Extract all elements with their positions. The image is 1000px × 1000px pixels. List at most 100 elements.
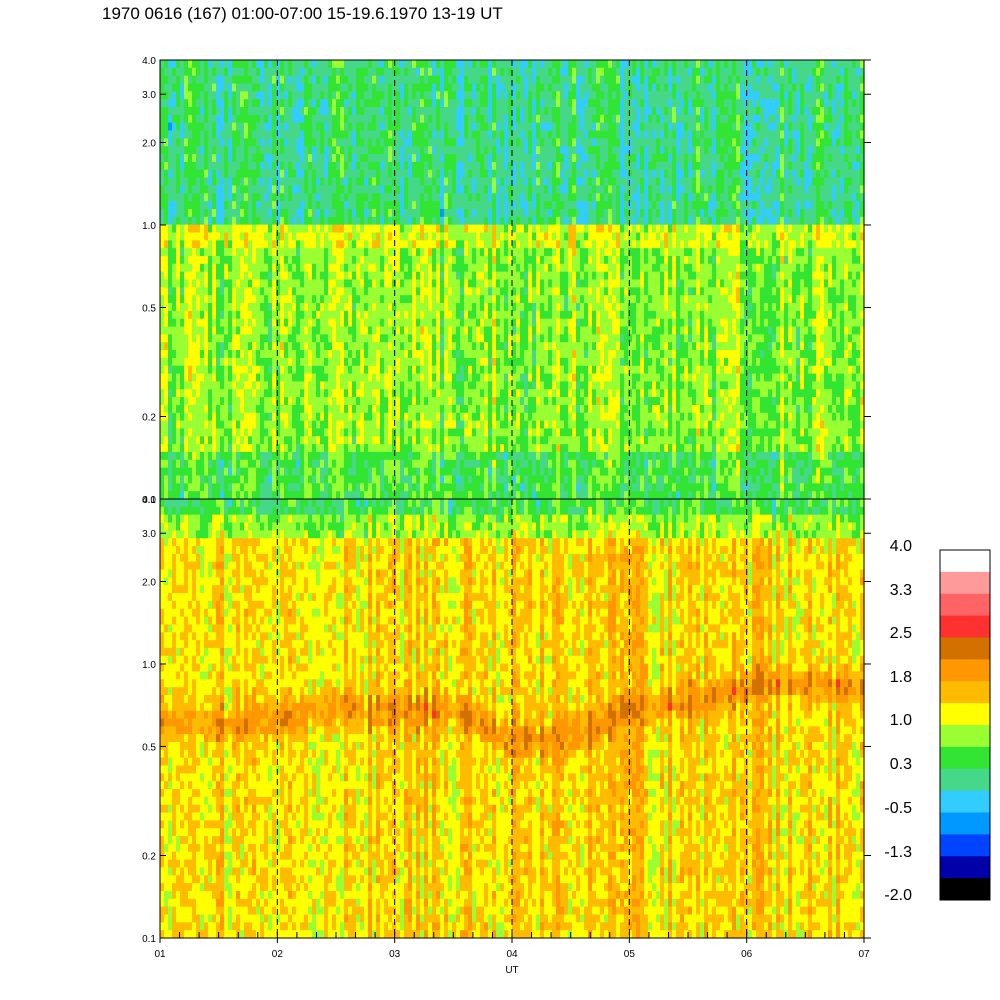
heatmap-cell xyxy=(324,178,329,186)
heatmap-cell xyxy=(164,240,169,248)
heatmap-cell xyxy=(352,162,357,170)
heatmap-cell xyxy=(472,91,477,99)
heatmap-cell xyxy=(272,303,277,311)
heatmap-cell xyxy=(164,436,169,444)
heatmap-cell xyxy=(252,123,257,131)
heatmap-cell xyxy=(476,84,481,92)
heatmap-cell xyxy=(160,475,165,483)
heatmap-cell xyxy=(404,405,409,413)
heatmap-cell xyxy=(404,146,409,154)
heatmap-cell xyxy=(320,460,325,468)
heatmap-cell xyxy=(248,232,253,240)
heatmap-cell xyxy=(228,444,233,452)
heatmap-cell xyxy=(168,491,173,499)
heatmap-cell xyxy=(204,303,209,311)
heatmap-cell xyxy=(304,280,309,288)
heatmap-cell xyxy=(184,475,189,483)
heatmap-cell xyxy=(160,256,165,264)
heatmap-cell xyxy=(480,287,485,295)
heatmap-cell xyxy=(432,366,437,374)
heatmap-cell xyxy=(436,178,441,186)
heatmap-cell xyxy=(396,256,401,264)
heatmap-cell xyxy=(284,444,289,452)
heatmap-cell xyxy=(332,170,337,178)
heatmap-cell xyxy=(376,303,381,311)
heatmap-cell xyxy=(324,217,329,225)
heatmap-cell xyxy=(324,154,329,162)
heatmap-cell xyxy=(484,84,489,92)
heatmap-cell xyxy=(404,413,409,421)
heatmap-cell xyxy=(240,178,245,186)
heatmap-cell xyxy=(512,201,517,209)
heatmap-cell xyxy=(228,421,233,429)
heatmap-cell xyxy=(228,68,233,76)
heatmap-cell xyxy=(408,311,413,319)
heatmap-cell xyxy=(304,428,309,436)
heatmap-cell xyxy=(256,358,261,366)
heatmap-cell xyxy=(372,240,377,248)
heatmap-cell xyxy=(356,413,361,421)
heatmap-cell xyxy=(284,225,289,233)
heatmap-cell xyxy=(300,178,305,186)
heatmap-cell xyxy=(316,154,321,162)
heatmap-cell xyxy=(448,201,453,209)
heatmap-cell xyxy=(248,358,253,366)
heatmap-cell xyxy=(244,264,249,272)
heatmap-cell xyxy=(488,201,493,209)
heatmap-cell xyxy=(220,460,225,468)
heatmap-cell xyxy=(292,350,297,358)
heatmap-cell xyxy=(316,374,321,382)
heatmap-cell xyxy=(424,68,429,76)
heatmap-cell xyxy=(264,225,269,233)
heatmap-cell xyxy=(476,264,481,272)
heatmap-cell xyxy=(172,342,177,350)
heatmap-cell xyxy=(316,68,321,76)
heatmap-cell xyxy=(504,68,509,76)
heatmap-cell xyxy=(320,146,325,154)
heatmap-cell xyxy=(212,209,217,217)
heatmap-cell xyxy=(332,185,337,193)
heatmap-cell xyxy=(172,248,177,256)
heatmap-cell xyxy=(248,311,253,319)
heatmap-cell xyxy=(384,342,389,350)
heatmap-cell xyxy=(404,115,409,123)
heatmap-cell xyxy=(352,303,357,311)
heatmap-cell xyxy=(268,131,273,139)
heatmap-cell xyxy=(296,280,301,288)
heatmap-cell xyxy=(184,444,189,452)
heatmap-cell xyxy=(164,295,169,303)
heatmap-cell xyxy=(408,295,413,303)
heatmap-cell xyxy=(316,115,321,123)
heatmap-cell xyxy=(268,162,273,170)
heatmap-cell xyxy=(460,170,465,178)
heatmap-cell xyxy=(448,146,453,154)
heatmap-cell xyxy=(328,138,333,146)
heatmap-cell xyxy=(456,91,461,99)
heatmap-cell xyxy=(428,68,433,76)
heatmap-cell xyxy=(400,366,405,374)
heatmap-cell xyxy=(476,115,481,123)
heatmap-cell xyxy=(164,468,169,476)
heatmap-cell xyxy=(432,193,437,201)
heatmap-cell xyxy=(368,76,373,84)
heatmap-cell xyxy=(308,248,313,256)
heatmap-cell xyxy=(472,334,477,342)
heatmap-cell xyxy=(216,217,221,225)
heatmap-cell xyxy=(436,170,441,178)
heatmap-cell xyxy=(516,84,521,92)
heatmap-cell xyxy=(264,389,269,397)
heatmap-cell xyxy=(500,217,505,225)
heatmap-cell xyxy=(296,201,301,209)
heatmap-cell xyxy=(396,201,401,209)
heatmap-cell xyxy=(408,170,413,178)
heatmap-cell xyxy=(260,131,265,139)
heatmap-cell xyxy=(260,483,265,491)
heatmap-cell xyxy=(404,256,409,264)
heatmap-cell xyxy=(180,115,185,123)
heatmap-cell xyxy=(196,256,201,264)
heatmap-cell xyxy=(432,303,437,311)
heatmap-cell xyxy=(356,264,361,272)
heatmap-cell xyxy=(348,475,353,483)
heatmap-cell xyxy=(420,483,425,491)
